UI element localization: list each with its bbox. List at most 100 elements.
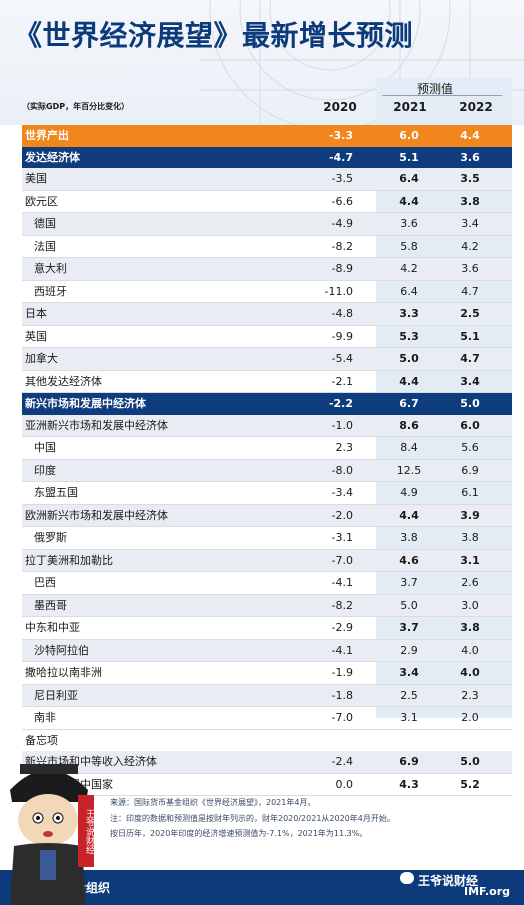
value-2020: -4.7 xyxy=(328,150,353,164)
value-2022: 4.2 xyxy=(461,239,479,253)
footnote-calendar: 按日历年，2020年印度的经济增速预测值为-7.1%，2021年为11.3%。 xyxy=(110,829,368,838)
row-label: 加拿大 xyxy=(25,352,58,365)
table-row: 世界产出 -3.3 6.0 4.4 xyxy=(22,125,512,147)
table-row: 美国 -3.5 6.4 3.5 xyxy=(22,168,512,191)
watermark: 王爷说财经 xyxy=(418,874,479,888)
row-label: 英国 xyxy=(25,329,47,343)
row-label: 德国 xyxy=(34,217,56,230)
value-2021: 3.6 xyxy=(400,217,418,230)
value-2022: 2.5 xyxy=(460,307,480,320)
value-2021: 5.3 xyxy=(399,329,419,343)
value-2022: 3.8 xyxy=(460,194,480,208)
value-2022: 3.1 xyxy=(460,553,480,567)
table-row: 墨西哥 -8.2 5.0 3.0 xyxy=(22,594,512,617)
value-2022: 4.0 xyxy=(461,643,479,657)
value-2021: 6.0 xyxy=(399,129,419,142)
value-2022: 2.6 xyxy=(461,576,479,589)
value-2022: 5.0 xyxy=(460,397,480,410)
value-2022: 3.0 xyxy=(461,598,479,612)
row-label: 西班牙 xyxy=(34,284,67,298)
row-label: 日本 xyxy=(25,307,47,320)
table-row: 尼日利亚 -1.8 2.5 2.3 xyxy=(22,684,512,707)
value-2021: 3.8 xyxy=(400,531,418,544)
value-2022: 3.6 xyxy=(460,150,480,164)
value-2022: 4.7 xyxy=(460,352,480,365)
wechat-icon xyxy=(400,872,414,884)
row-label: 巴西 xyxy=(34,576,56,589)
row-label: 意大利 xyxy=(34,262,67,275)
year-header-2021: 2021 xyxy=(393,100,427,114)
table-row: 巴西 -4.1 3.7 2.6 xyxy=(22,572,512,595)
value-2020: -2.1 xyxy=(331,374,353,388)
unit-note: （实际GDP，年百分比变化） xyxy=(22,102,130,111)
value-2021: 4.4 xyxy=(399,508,419,522)
value-2021: 3.3 xyxy=(399,307,419,320)
row-label: 备忘项 xyxy=(25,733,58,747)
value-2022: 6.9 xyxy=(461,463,479,477)
table-row: 印度 -8.0 12.5 6.9 xyxy=(22,459,512,482)
value-2022: 5.0 xyxy=(460,755,480,768)
row-label: 俄罗斯 xyxy=(34,531,67,544)
table-row: 撒哈拉以南非洲 -1.9 3.4 4.0 xyxy=(22,662,512,685)
value-2021: 5.0 xyxy=(400,598,418,612)
value-2022: 6.0 xyxy=(460,418,480,432)
table-row: 亚洲新兴市场和发展中经济体 -1.0 8.6 6.0 xyxy=(22,414,512,437)
value-2021: 4.4 xyxy=(399,374,419,388)
row-label: 法国 xyxy=(34,239,56,253)
projection-divider xyxy=(382,95,502,96)
table-row: 发达经济体 -4.7 5.1 3.6 xyxy=(22,146,512,168)
row-label: 拉丁美洲和加勒比 xyxy=(25,553,113,567)
table-row: 拉丁美洲和加勒比 -7.0 4.6 3.1 xyxy=(22,549,512,572)
cartoon-character-image xyxy=(10,764,88,905)
imf-logo: IMF.org xyxy=(464,885,510,898)
value-2020: -4.1 xyxy=(331,643,353,657)
value-2022: 2.0 xyxy=(461,711,479,724)
table-row: 其他发达经济体 -2.1 4.4 3.4 xyxy=(22,371,512,393)
table-row: 德国 -4.9 3.6 3.4 xyxy=(22,213,512,236)
value-2022: 2.3 xyxy=(461,688,479,702)
value-2020: -8.0 xyxy=(331,463,353,477)
row-label: 中东和中亚 xyxy=(25,621,80,634)
value-2022: 4.0 xyxy=(460,666,480,679)
header-pattern xyxy=(200,0,524,125)
value-2020: -3.1 xyxy=(331,531,353,544)
value-2020: -1.8 xyxy=(331,688,353,702)
seal-stamp: 王爷说财经 xyxy=(78,795,94,867)
row-label: 墨西哥 xyxy=(34,598,67,612)
footnote-india: 注：印度的数据和预测值是按财年列示的，财年2020/2021从2020年4月开始… xyxy=(110,814,395,823)
row-label: 欧洲新兴市场和发展中经济体 xyxy=(25,508,168,522)
value-2020: 2.3 xyxy=(335,441,354,454)
table-row: 俄罗斯 -3.1 3.8 3.8 xyxy=(22,527,512,550)
value-2020: -3.5 xyxy=(331,172,353,185)
value-2022: 5.1 xyxy=(460,329,480,343)
table-row: 意大利 -8.9 4.2 3.6 xyxy=(22,258,512,281)
value-2020: -2.4 xyxy=(331,755,353,768)
row-label: 新兴市场和发展中经济体 xyxy=(25,397,146,410)
row-label: 欧元区 xyxy=(25,194,58,208)
header-banner: 《世界经济展望》最新增长预测 xyxy=(0,0,524,125)
value-2021: 6.9 xyxy=(399,755,419,768)
year-header-2020: 2020 xyxy=(323,100,357,114)
row-label: 美国 xyxy=(25,172,47,185)
row-label: 尼日利亚 xyxy=(34,688,78,702)
table-row: 中国 2.3 8.4 5.6 xyxy=(22,437,512,460)
value-2022: 3.4 xyxy=(460,374,480,388)
table-row: 日本 -4.8 3.3 2.5 xyxy=(22,303,512,326)
value-2020: -7.0 xyxy=(331,711,353,724)
table-row: 法国 -8.2 5.8 4.2 xyxy=(22,236,512,258)
value-2020: -2.9 xyxy=(331,621,353,634)
value-2021: 3.7 xyxy=(400,576,418,589)
value-2021: 4.2 xyxy=(400,262,418,275)
table-row: 中东和中亚 -2.9 3.7 3.8 xyxy=(22,617,512,640)
table-row: 备忘项 xyxy=(22,730,512,752)
row-label: 东盟五国 xyxy=(34,486,78,499)
value-2021: 5.0 xyxy=(399,352,419,365)
value-2021: 6.4 xyxy=(400,284,418,298)
value-2020: -9.9 xyxy=(331,329,353,343)
value-2020: -3.3 xyxy=(328,129,353,142)
row-label: 其他发达经济体 xyxy=(25,374,102,388)
row-label: 发达经济体 xyxy=(25,150,80,164)
value-2022: 4.4 xyxy=(460,129,480,142)
value-2020: -4.8 xyxy=(331,307,353,320)
value-2021: 2.9 xyxy=(400,643,418,657)
